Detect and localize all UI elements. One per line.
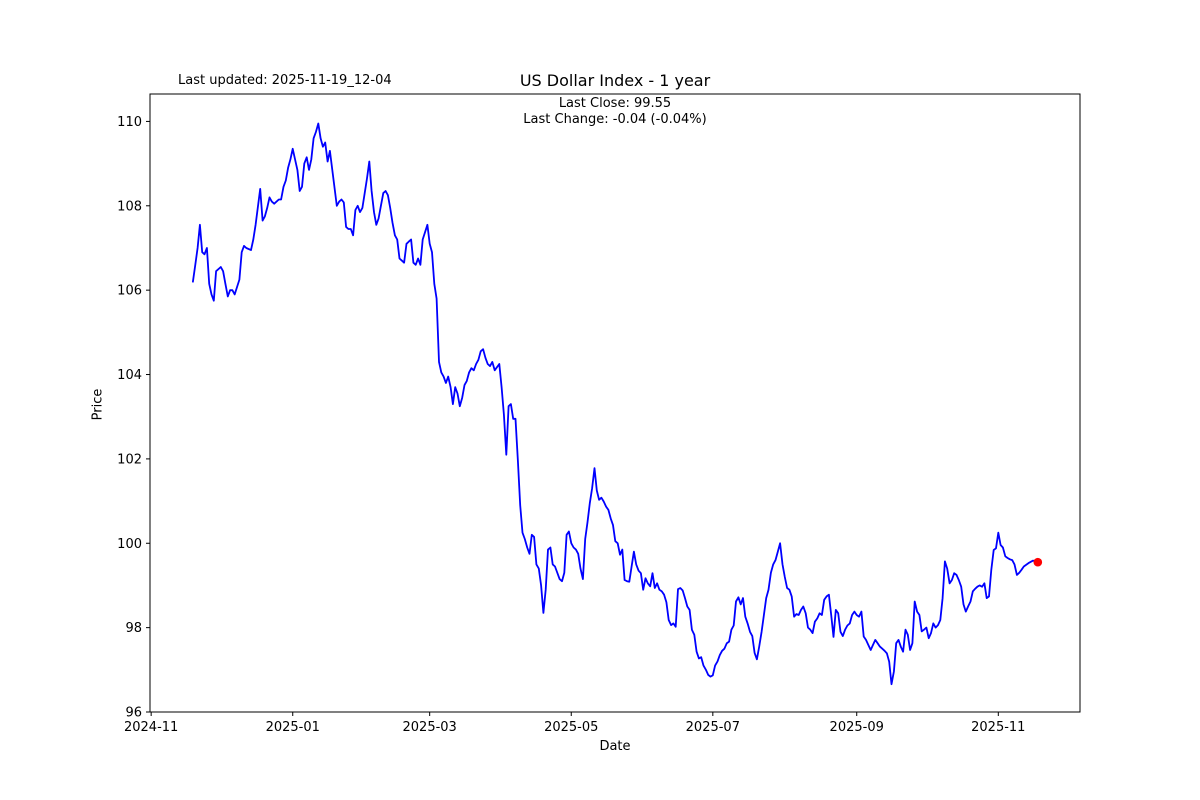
y-tick-label: 100	[117, 537, 142, 552]
y-tick-label: 102	[117, 452, 142, 467]
x-tick-label: 2025-07	[686, 720, 740, 735]
y-tick-label: 108	[117, 199, 142, 214]
y-tick-label: 106	[117, 284, 142, 299]
chart-title: US Dollar Index - 1 year	[519, 71, 711, 90]
last-price-marker	[1033, 557, 1043, 567]
last-change-label: Last Change: -0.04 (-0.04%)	[523, 112, 707, 127]
y-tick-label: 96	[125, 706, 142, 721]
x-tick-label: 2024-11	[124, 720, 178, 735]
x-tick-label: 2025-09	[830, 720, 884, 735]
last-close-label: Last Close: 99.55	[558, 96, 672, 111]
price-line	[192, 122, 1039, 686]
y-tick-label: 98	[125, 621, 142, 636]
plot-frame	[149, 93, 1081, 713]
x-tick-label: 2025-05	[544, 720, 598, 735]
x-tick-label: 2025-01	[266, 720, 320, 735]
x-axis-label: Date	[599, 739, 631, 754]
y-tick-label: 110	[117, 115, 142, 130]
x-tick-label: 2025-03	[403, 720, 457, 735]
last-updated-label: Last updated: 2025-11-19_12-04	[178, 73, 392, 88]
y-tick-label: 104	[117, 368, 142, 383]
y-axis-label: Price	[90, 388, 106, 421]
x-tick-label: 2025-11	[971, 720, 1025, 735]
